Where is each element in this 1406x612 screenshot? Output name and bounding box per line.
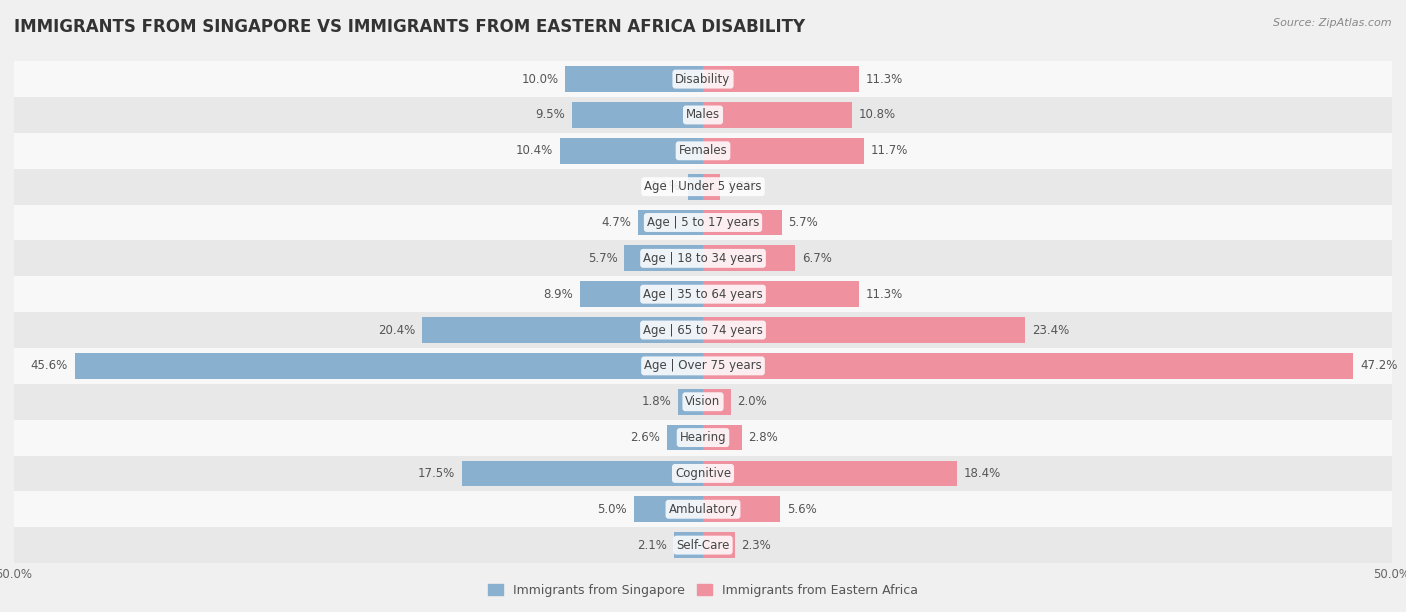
Bar bbox=[703, 460, 956, 487]
Bar bbox=[14, 133, 1392, 169]
Bar bbox=[14, 420, 1392, 455]
Bar bbox=[703, 138, 865, 164]
Text: 5.6%: 5.6% bbox=[787, 503, 817, 516]
Text: Disability: Disability bbox=[675, 73, 731, 86]
Bar bbox=[14, 527, 1392, 563]
Bar bbox=[14, 204, 1392, 241]
Text: 5.0%: 5.0% bbox=[598, 503, 627, 516]
Bar bbox=[75, 353, 703, 379]
Text: 2.8%: 2.8% bbox=[748, 431, 778, 444]
Bar bbox=[673, 532, 703, 558]
Text: 10.0%: 10.0% bbox=[522, 73, 558, 86]
Bar bbox=[638, 209, 703, 236]
Bar bbox=[14, 97, 1392, 133]
Text: 45.6%: 45.6% bbox=[31, 359, 67, 372]
Bar bbox=[565, 66, 703, 92]
Text: 4.7%: 4.7% bbox=[602, 216, 631, 229]
Bar bbox=[624, 245, 703, 271]
Bar bbox=[703, 282, 859, 307]
Text: Cognitive: Cognitive bbox=[675, 467, 731, 480]
Text: 2.0%: 2.0% bbox=[738, 395, 768, 408]
Bar bbox=[14, 276, 1392, 312]
Text: 11.7%: 11.7% bbox=[872, 144, 908, 157]
Text: 1.1%: 1.1% bbox=[651, 180, 681, 193]
Text: Self-Care: Self-Care bbox=[676, 539, 730, 551]
Bar bbox=[14, 491, 1392, 527]
Bar bbox=[422, 317, 703, 343]
Text: 8.9%: 8.9% bbox=[544, 288, 574, 300]
Bar bbox=[703, 209, 782, 236]
Text: 2.3%: 2.3% bbox=[741, 539, 772, 551]
Text: 1.8%: 1.8% bbox=[641, 395, 671, 408]
Text: Source: ZipAtlas.com: Source: ZipAtlas.com bbox=[1274, 18, 1392, 28]
Bar bbox=[461, 460, 703, 487]
Text: 23.4%: 23.4% bbox=[1032, 324, 1070, 337]
Text: Age | 35 to 64 years: Age | 35 to 64 years bbox=[643, 288, 763, 300]
Bar bbox=[14, 61, 1392, 97]
Text: 11.3%: 11.3% bbox=[866, 288, 903, 300]
Bar bbox=[703, 353, 1354, 379]
Text: 10.8%: 10.8% bbox=[859, 108, 896, 121]
Text: Vision: Vision bbox=[685, 395, 721, 408]
Bar bbox=[703, 174, 720, 200]
Text: 20.4%: 20.4% bbox=[378, 324, 415, 337]
Bar bbox=[668, 425, 703, 450]
Text: Age | Under 5 years: Age | Under 5 years bbox=[644, 180, 762, 193]
Bar bbox=[703, 532, 735, 558]
Text: 17.5%: 17.5% bbox=[418, 467, 456, 480]
Bar bbox=[703, 496, 780, 522]
Bar bbox=[688, 174, 703, 200]
Text: 1.2%: 1.2% bbox=[727, 180, 756, 193]
Bar bbox=[703, 102, 852, 128]
Text: Age | 65 to 74 years: Age | 65 to 74 years bbox=[643, 324, 763, 337]
Text: 11.3%: 11.3% bbox=[866, 73, 903, 86]
Text: Ambulatory: Ambulatory bbox=[668, 503, 738, 516]
Text: 2.1%: 2.1% bbox=[637, 539, 668, 551]
Bar bbox=[703, 389, 731, 415]
Text: 5.7%: 5.7% bbox=[588, 252, 617, 265]
Bar bbox=[703, 317, 1025, 343]
Bar bbox=[678, 389, 703, 415]
Text: 47.2%: 47.2% bbox=[1360, 359, 1398, 372]
Text: 9.5%: 9.5% bbox=[536, 108, 565, 121]
Bar bbox=[634, 496, 703, 522]
Bar bbox=[560, 138, 703, 164]
Text: IMMIGRANTS FROM SINGAPORE VS IMMIGRANTS FROM EASTERN AFRICA DISABILITY: IMMIGRANTS FROM SINGAPORE VS IMMIGRANTS … bbox=[14, 18, 806, 36]
Text: Age | 5 to 17 years: Age | 5 to 17 years bbox=[647, 216, 759, 229]
Bar bbox=[703, 245, 796, 271]
Bar bbox=[14, 384, 1392, 420]
Bar bbox=[14, 241, 1392, 276]
Text: 2.6%: 2.6% bbox=[630, 431, 661, 444]
Text: 6.7%: 6.7% bbox=[803, 252, 832, 265]
Bar bbox=[14, 348, 1392, 384]
Bar bbox=[581, 282, 703, 307]
Text: 10.4%: 10.4% bbox=[516, 144, 553, 157]
Text: Males: Males bbox=[686, 108, 720, 121]
Legend: Immigrants from Singapore, Immigrants from Eastern Africa: Immigrants from Singapore, Immigrants fr… bbox=[482, 579, 924, 602]
Text: Females: Females bbox=[679, 144, 727, 157]
Text: 5.7%: 5.7% bbox=[789, 216, 818, 229]
Text: 18.4%: 18.4% bbox=[963, 467, 1001, 480]
Bar bbox=[14, 455, 1392, 491]
Bar bbox=[14, 312, 1392, 348]
Bar bbox=[703, 425, 741, 450]
Bar bbox=[703, 66, 859, 92]
Bar bbox=[572, 102, 703, 128]
Text: Age | 18 to 34 years: Age | 18 to 34 years bbox=[643, 252, 763, 265]
Bar bbox=[14, 169, 1392, 204]
Text: Age | Over 75 years: Age | Over 75 years bbox=[644, 359, 762, 372]
Text: Hearing: Hearing bbox=[679, 431, 727, 444]
